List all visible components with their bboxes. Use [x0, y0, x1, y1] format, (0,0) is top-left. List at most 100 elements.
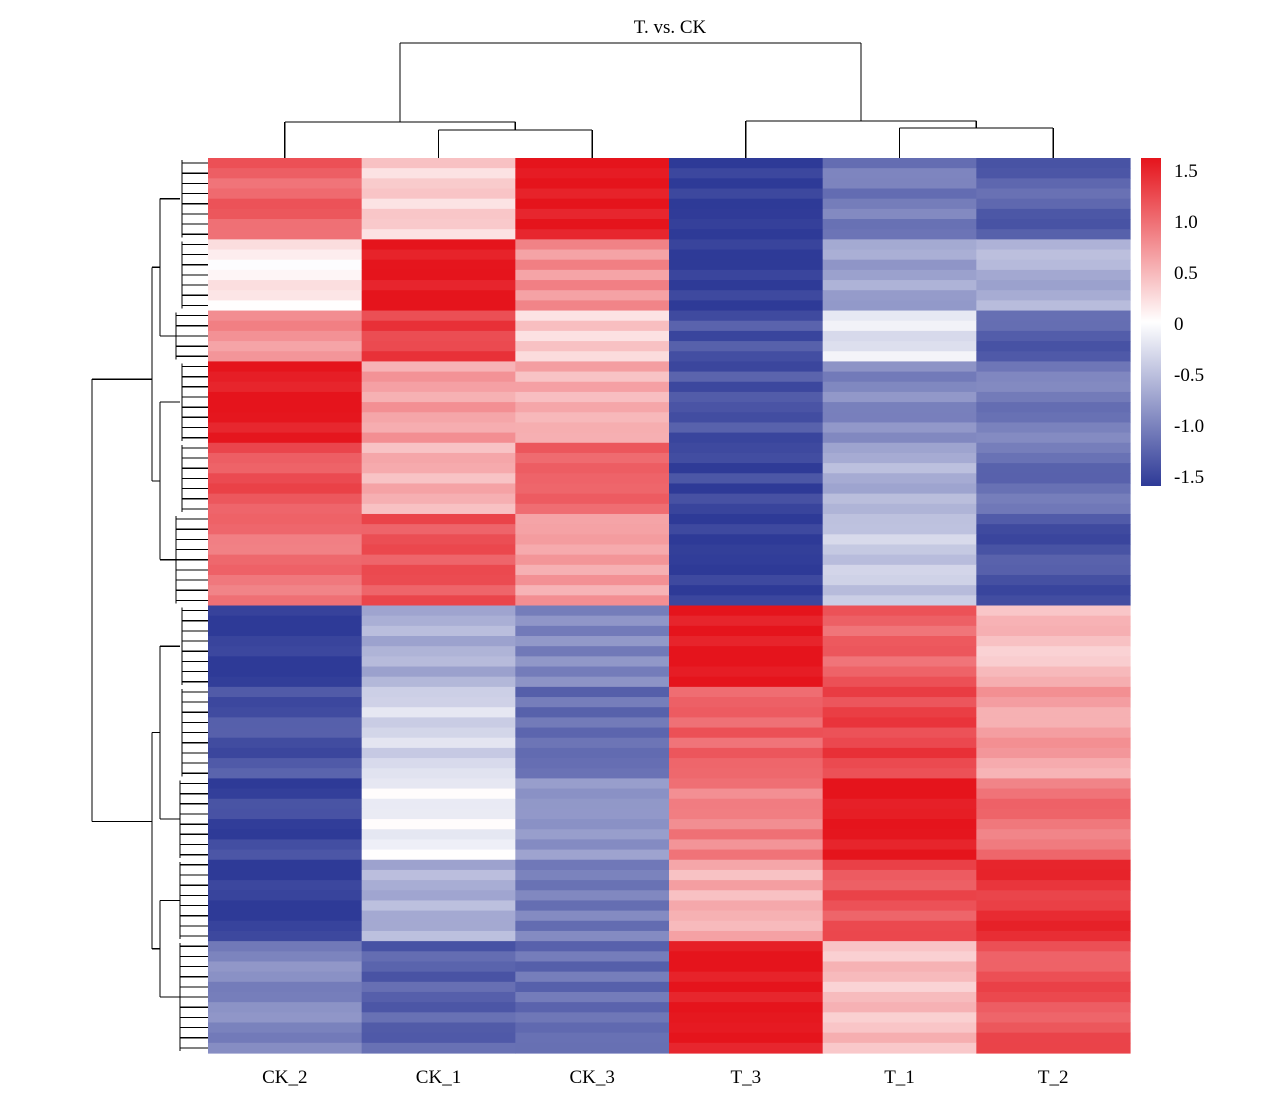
heatmap-cell — [822, 605, 977, 617]
heatmap-cell — [208, 808, 363, 820]
heatmap-cell — [669, 819, 824, 830]
heatmap-cell — [361, 981, 516, 993]
heatmap-cell — [822, 280, 977, 291]
heatmap-cell — [515, 869, 670, 881]
heatmap-cell — [669, 951, 824, 963]
column-label: T_2 — [1038, 1067, 1069, 1088]
colorbar-tick-label: -1.0 — [1174, 416, 1204, 437]
heatmap-cell — [361, 158, 516, 169]
heatmap-cell — [669, 178, 824, 190]
heatmap-cell — [822, 798, 977, 810]
heatmap-cell — [822, 656, 977, 668]
heatmap-cell — [669, 1032, 824, 1044]
heatmap-cell — [515, 991, 670, 1003]
heatmap-cell — [822, 249, 977, 261]
heatmap-cell — [669, 941, 824, 952]
heatmap-cell — [208, 503, 363, 515]
heatmap-cell — [515, 778, 670, 790]
heatmap-cell — [822, 168, 977, 179]
heatmap-cell — [361, 381, 516, 393]
heatmap-cell — [208, 737, 363, 749]
heatmap-cell — [976, 574, 1131, 586]
heatmap-cell — [515, 178, 670, 190]
heatmap-cell — [361, 686, 516, 698]
heatmap-cell — [515, 747, 670, 759]
heatmap-cell — [822, 808, 977, 820]
heatmap-cell — [515, 666, 670, 678]
heatmap-cell — [208, 493, 363, 505]
heatmap-cell — [976, 839, 1131, 851]
heatmap-cell — [822, 229, 977, 240]
heatmap-cell — [822, 1032, 977, 1044]
heatmap-cell — [208, 778, 363, 790]
heatmap-cell — [976, 229, 1131, 240]
heatmap-cell — [976, 971, 1131, 983]
heatmap-cell — [515, 280, 670, 291]
heatmap-cell — [515, 900, 670, 912]
heatmap-cell — [515, 625, 670, 637]
heatmap-cell — [976, 269, 1131, 281]
heatmap-cell — [515, 198, 670, 210]
heatmap-cell — [669, 656, 824, 668]
heatmap-cell — [822, 900, 977, 912]
heatmap-cell — [976, 208, 1131, 220]
heatmap-cell — [976, 330, 1131, 342]
heatmap-cell — [515, 1042, 670, 1054]
heatmap-cell — [976, 442, 1131, 454]
heatmap-cell — [976, 483, 1131, 495]
heatmap-cell — [976, 544, 1131, 556]
heatmap-cell — [361, 371, 516, 383]
heatmap-cell — [669, 636, 824, 647]
heatmap-cell — [976, 951, 1131, 963]
heatmap-cell — [822, 737, 977, 749]
heatmap-cell — [976, 371, 1131, 383]
heatmap-cell — [669, 707, 824, 718]
heatmap-cell — [515, 402, 670, 413]
heatmap-cell — [822, 544, 977, 556]
heatmap-cell — [515, 798, 670, 810]
heatmap-cell — [361, 534, 516, 546]
heatmap-cell — [361, 503, 516, 515]
heatmap-cell — [208, 585, 363, 596]
heatmap-cell — [976, 941, 1131, 952]
heatmap-cell — [976, 534, 1131, 546]
heatmap-cell — [976, 981, 1131, 993]
heatmap-cell — [361, 168, 516, 179]
heatmap-cell — [361, 707, 516, 718]
heatmap-cell — [515, 391, 670, 403]
heatmap-cell — [976, 788, 1131, 800]
heatmap-cell — [976, 432, 1131, 444]
heatmap-cell — [361, 839, 516, 851]
heatmap-cell — [822, 290, 977, 301]
heatmap-cell — [822, 941, 977, 952]
heatmap-cell — [515, 290, 670, 301]
heatmap-cell — [515, 941, 670, 952]
heatmap-cell — [515, 310, 670, 322]
heatmap-cell — [361, 219, 516, 230]
heatmap-cell — [208, 259, 363, 271]
heatmap-cell — [669, 208, 824, 220]
heatmap-cell — [361, 808, 516, 820]
heatmap-cell — [361, 544, 516, 556]
heatmap-cell — [669, 605, 824, 617]
colorbar-tick-label: -0.5 — [1174, 365, 1204, 386]
heatmap-cell — [361, 412, 516, 424]
heatmap-cell — [669, 310, 824, 322]
heatmap-cell — [822, 910, 977, 922]
heatmap-cell — [515, 971, 670, 983]
heatmap-cell — [361, 300, 516, 312]
heatmap-cell — [822, 351, 977, 363]
heatmap-cell — [669, 808, 824, 820]
heatmap-cell — [976, 849, 1131, 861]
heatmap-cell — [976, 625, 1131, 637]
heatmap-cell — [669, 615, 824, 627]
heatmap-cell — [361, 310, 516, 322]
heatmap-cell — [976, 930, 1131, 942]
heatmap-cell — [515, 341, 670, 352]
heatmap-cell — [208, 747, 363, 759]
heatmap-cell — [361, 656, 516, 668]
heatmap-cell — [208, 198, 363, 210]
heatmap-cell — [669, 829, 824, 841]
heatmap-cell — [976, 351, 1131, 363]
